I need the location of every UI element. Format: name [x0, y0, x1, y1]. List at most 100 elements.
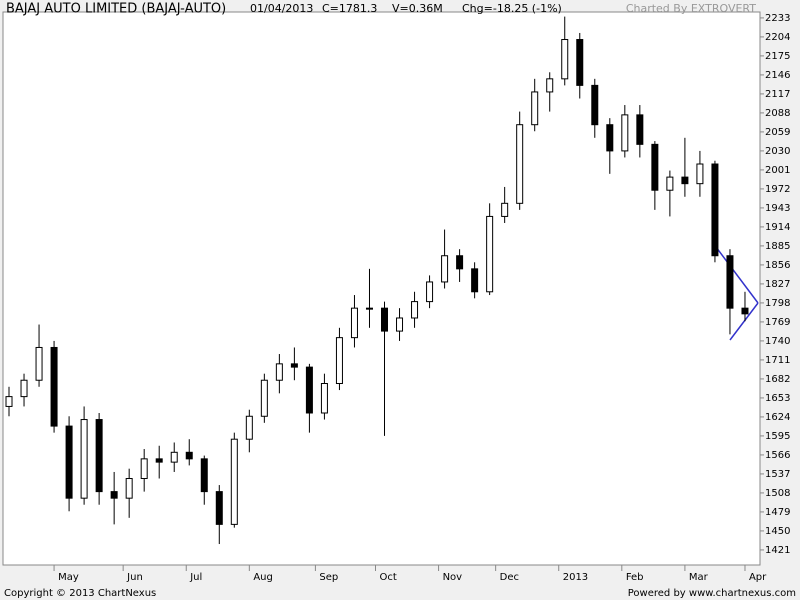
candle-body: [711, 163, 719, 257]
y-tick-label: 2059: [765, 127, 790, 138]
candle-body: [200, 458, 208, 493]
x-tick-label: Feb: [626, 572, 644, 583]
y-tick-label: 2001: [765, 165, 790, 176]
x-tick-label: May: [58, 572, 79, 583]
candle-body: [275, 363, 283, 381]
candle-body: [35, 346, 43, 381]
y-tick-label: 1653: [765, 393, 790, 404]
y-tick-label: 1740: [765, 336, 790, 347]
change: Chg=-18.25 (-1%): [462, 2, 562, 15]
candle-body: [696, 163, 704, 185]
candle-body: [125, 478, 133, 499]
y-tick-label: 1885: [765, 241, 790, 252]
x-tick-label: Jul: [189, 572, 202, 583]
candle-body: [636, 114, 644, 145]
candle-body: [561, 39, 569, 80]
candle-body: [245, 415, 253, 440]
y-tick-label: 2233: [765, 13, 790, 24]
x-tick-label: Oct: [379, 572, 396, 583]
candle-body: [365, 307, 373, 310]
candle-body: [741, 307, 749, 315]
y-tick-label: 2030: [765, 146, 790, 157]
y-tick-label: 2175: [765, 51, 790, 62]
candle-body: [576, 39, 584, 86]
y-tick-label: 1943: [765, 203, 790, 214]
x-tick-label: Sep: [319, 572, 338, 583]
candle-body: [606, 124, 614, 152]
y-tick-label: 2146: [765, 70, 790, 81]
y-tick-label: 2088: [765, 108, 790, 119]
candle-body: [80, 419, 88, 499]
candle-body: [681, 176, 689, 185]
candle-body: [20, 379, 28, 398]
candle-body: [381, 307, 389, 332]
y-tick-label: 1769: [765, 317, 790, 328]
trend-line: [729, 302, 759, 341]
trend-lines: [712, 242, 759, 341]
y-tick-label: 1537: [765, 469, 790, 480]
trend-line: [712, 242, 759, 304]
candle-body: [350, 307, 358, 339]
candle-body: [170, 451, 178, 463]
close: C=1781.3: [322, 2, 377, 15]
candle-body: [531, 91, 539, 126]
candle-body: [185, 451, 193, 460]
candle-body: [335, 337, 343, 385]
y-tick-label: 1479: [765, 507, 790, 518]
y-tick-label: 1711: [765, 355, 790, 366]
candle-body: [95, 419, 103, 493]
copyright: Copyright © 2013 ChartNexus: [4, 588, 156, 599]
x-tick-label: Nov: [443, 572, 463, 583]
candle-body: [230, 438, 238, 525]
candle-body: [65, 425, 73, 499]
candle-body: [5, 396, 13, 407]
candle-body: [501, 202, 509, 217]
powered: Powered by www.chartnexus.com: [628, 588, 796, 599]
candle-body: [441, 255, 449, 283]
y-tick-label: 1827: [765, 279, 790, 290]
chart-title: BAJAJ AUTO LIMITED (BAJAJ-AUTO): [6, 2, 226, 17]
candle-body: [426, 281, 434, 303]
x-tick-label: 2013: [563, 572, 588, 583]
y-tick-label: 1682: [765, 374, 790, 385]
candle-body: [290, 363, 298, 368]
y-tick-label: 1972: [765, 184, 790, 195]
candle-body: [110, 491, 118, 499]
x-tick-label: Jun: [126, 572, 143, 583]
candle-body: [396, 317, 404, 332]
candle-body: [260, 379, 268, 417]
candle-body: [50, 346, 58, 427]
candle-body: [486, 215, 494, 293]
candle-body: [305, 366, 313, 414]
candle-body: [726, 255, 734, 309]
x-tick-label: Mar: [689, 572, 709, 583]
candle-body: [591, 84, 599, 126]
y-tick-label: 1856: [765, 260, 790, 271]
candle-body: [546, 78, 554, 93]
y-tick-label: 2117: [765, 89, 790, 100]
y-tick-label: 1566: [765, 450, 790, 461]
candle-body: [140, 458, 148, 480]
candle-body: [155, 458, 163, 463]
candle-body: [215, 491, 223, 525]
x-tick-label: Dec: [500, 572, 519, 583]
x-tick-label: Apr: [749, 572, 767, 583]
date: 01/04/2013: [250, 2, 313, 15]
y-tick-label: 1450: [765, 526, 790, 537]
credit: Charted By EXTROVERT: [626, 2, 756, 15]
candle-body: [320, 383, 328, 414]
candle-body: [621, 114, 629, 152]
candle-body: [456, 255, 464, 270]
y-tick-label: 1624: [765, 412, 790, 423]
candle-body: [666, 176, 674, 191]
y-tick-label: 1508: [765, 488, 790, 499]
plot-area: [2, 11, 761, 566]
y-tick-label: 1421: [765, 545, 790, 556]
candle-body: [471, 268, 479, 293]
candle-body: [516, 124, 524, 204]
y-tick-label: 2204: [765, 32, 790, 43]
y-tick-label: 1595: [765, 431, 790, 442]
x-tick-label: Aug: [253, 572, 273, 583]
volume: V=0.36M: [392, 2, 443, 15]
